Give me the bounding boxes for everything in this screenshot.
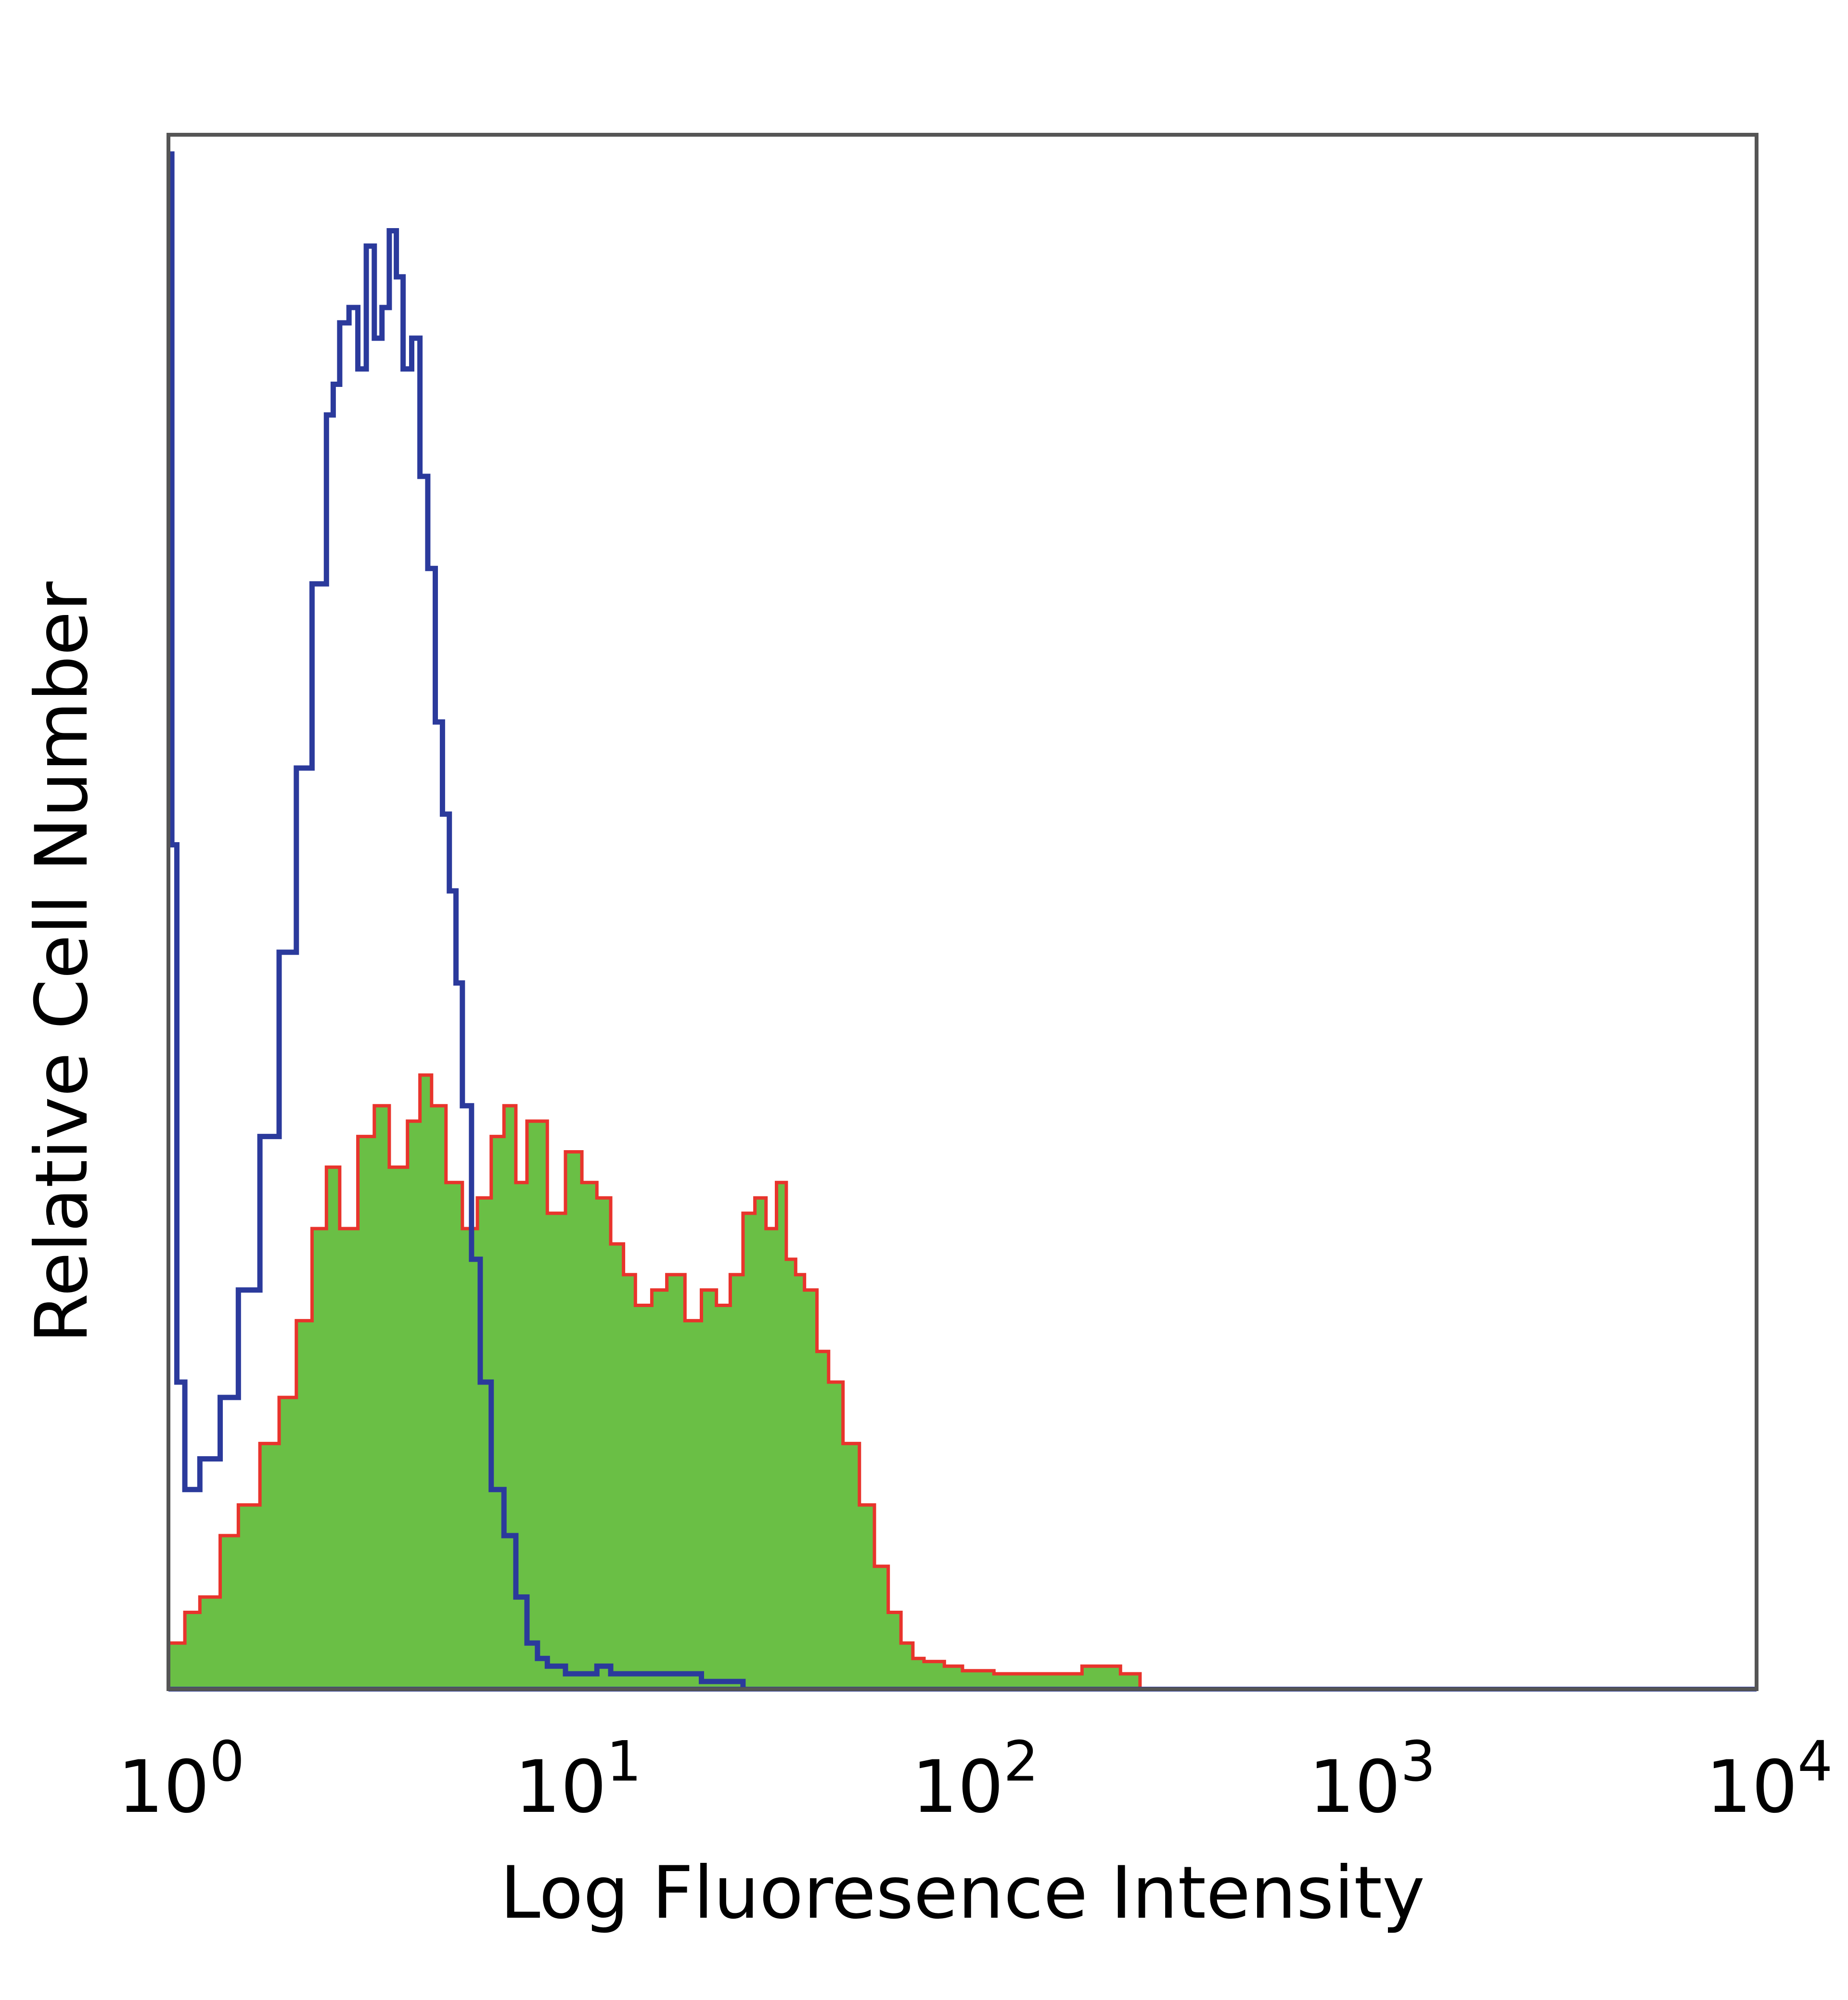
x-tick-label: 10 3 (1309, 1730, 1436, 1829)
series-1-area (168, 1075, 1140, 1689)
plot-frame (167, 133, 1758, 1691)
x-tick-exponent: 0 (209, 1730, 244, 1794)
x-tick-base: 10 (515, 1745, 607, 1829)
x-tick-base: 10 (1706, 1745, 1798, 1829)
x-tick-base: 10 (912, 1745, 1004, 1829)
x-tick-label: 10 4 (1706, 1730, 1833, 1829)
x-tick-label: 10 0 (118, 1730, 245, 1829)
x-tick-label: 10 1 (515, 1730, 642, 1829)
series-1-line (168, 1073, 1142, 1689)
x-tick-exponent: 3 (1400, 1730, 1436, 1794)
x-tick-labels: 10 0 10 1 10 2 10 3 10 4 (118, 1730, 1833, 1829)
series-2-line (168, 151, 746, 1689)
x-tick-base: 10 (1309, 1745, 1401, 1829)
x-tick-base: 10 (118, 1745, 210, 1829)
x-axis-title: Log Fluoresence Intensity (500, 1851, 1425, 1935)
x-tick-exponent: 4 (1797, 1730, 1833, 1794)
x-tick-label: 10 2 (912, 1730, 1039, 1829)
y-axis-title: Relative Cell Number (20, 581, 104, 1344)
x-tick-exponent: 2 (1003, 1730, 1039, 1794)
x-tick-exponent: 1 (606, 1730, 642, 1794)
